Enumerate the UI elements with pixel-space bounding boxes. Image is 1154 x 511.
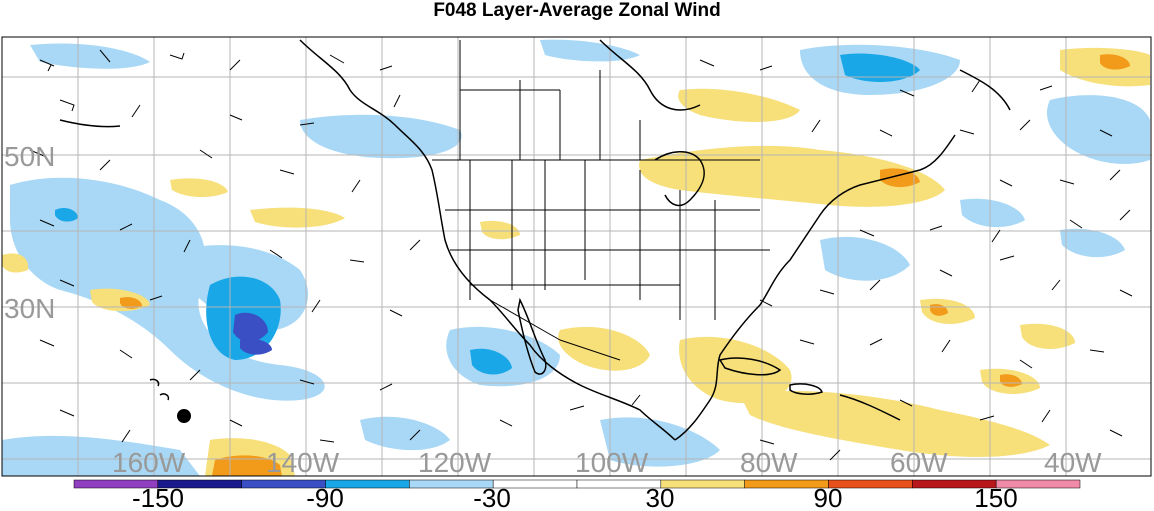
lat-label-30n: 30N: [4, 293, 55, 324]
colorbar-label: 30: [646, 483, 675, 511]
map-frame: [1, 36, 1152, 477]
colorbar-label: 150: [974, 483, 1017, 511]
lon-label-120w: 120W: [418, 447, 492, 478]
coastlines: [59, 39, 1011, 441]
colorbar-label: -30: [473, 483, 511, 511]
colorbar: [73, 479, 1081, 489]
colorbar-label: 90: [814, 483, 843, 511]
wind-barbs: [29, 49, 1133, 461]
political-borders: [432, 40, 770, 361]
lon-label-60w: 60W: [890, 447, 948, 478]
lon-label-140w: 140W: [266, 447, 340, 478]
lon-label-160w: 160W: [112, 447, 186, 478]
lon-label-80w: 80W: [740, 447, 798, 478]
colorbar-swatch: [995, 479, 1081, 489]
colorbar-label: -90: [306, 483, 344, 511]
lon-label-40w: 40W: [1044, 447, 1102, 478]
lat-label-50n: 50N: [4, 141, 55, 172]
map-title: F048 Layer-Average Zonal Wind: [433, 0, 721, 21]
very-strong-negative-shading: [233, 312, 272, 355]
colorbar-label: -150: [132, 483, 184, 511]
storm-marker: [177, 409, 191, 423]
lon-label-100w: 100W: [575, 447, 649, 478]
